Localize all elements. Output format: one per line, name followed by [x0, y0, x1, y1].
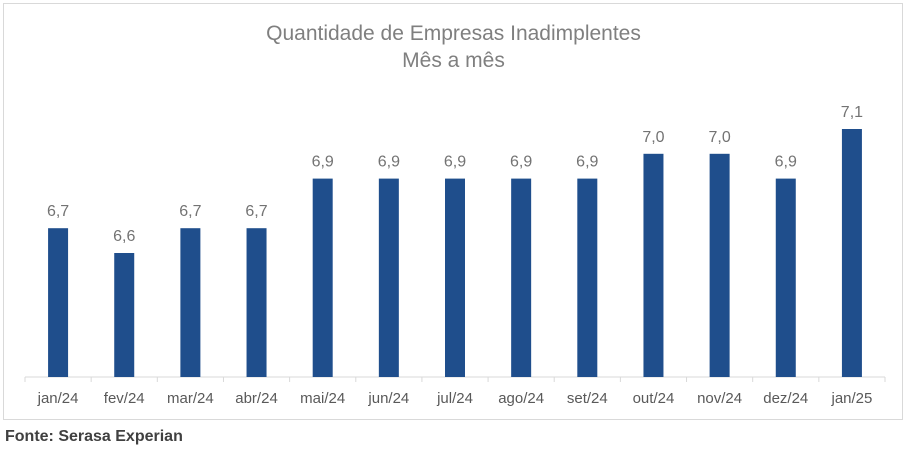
data-label: 6,7 [47, 203, 69, 220]
data-label: 7,0 [642, 129, 664, 146]
bar [114, 253, 135, 377]
bar [577, 178, 598, 377]
x-tick-label: fev/24 [104, 390, 145, 407]
bar [709, 153, 730, 377]
bar [378, 178, 399, 377]
x-tick-label: jan/25 [830, 390, 872, 407]
x-tick-label: jan/24 [37, 390, 79, 407]
x-tick-label: jun/24 [367, 390, 409, 407]
data-label: 6,7 [245, 203, 267, 220]
bar [180, 228, 201, 377]
x-tick-label: dez/24 [763, 390, 808, 407]
bar [775, 178, 796, 377]
data-label: 6,9 [444, 154, 466, 171]
x-tick-label: ago/24 [498, 390, 544, 407]
bar [312, 178, 333, 377]
data-label: 6,9 [312, 154, 334, 171]
source-note: Fonte: Serasa Experian [5, 428, 183, 445]
x-tick-label: nov/24 [697, 390, 742, 407]
data-label: 6,9 [775, 154, 797, 171]
data-label: 6,9 [510, 154, 532, 171]
x-tick-label: abr/24 [235, 390, 278, 407]
x-tick-label: jul/24 [436, 390, 473, 407]
x-tick-label: mai/24 [300, 390, 345, 407]
x-tick-label: mar/24 [167, 390, 214, 407]
data-label: 6,7 [179, 203, 201, 220]
chart-subtitle: Mês a mês [402, 49, 505, 72]
x-tick-label: out/24 [633, 390, 675, 407]
bar [48, 228, 69, 377]
bar [246, 228, 267, 377]
data-label: 6,6 [113, 228, 135, 245]
bar [445, 178, 465, 377]
data-label: 7,0 [708, 129, 730, 146]
bar [841, 129, 862, 377]
data-label: 7,1 [841, 104, 863, 121]
chart-title: Quantidade de Empresas Inadimplentes [266, 22, 641, 45]
data-label: 6,9 [378, 154, 400, 171]
bar [643, 153, 664, 377]
data-label: 6,9 [576, 154, 598, 171]
bar [511, 178, 532, 377]
x-tick-label: set/24 [567, 390, 608, 407]
